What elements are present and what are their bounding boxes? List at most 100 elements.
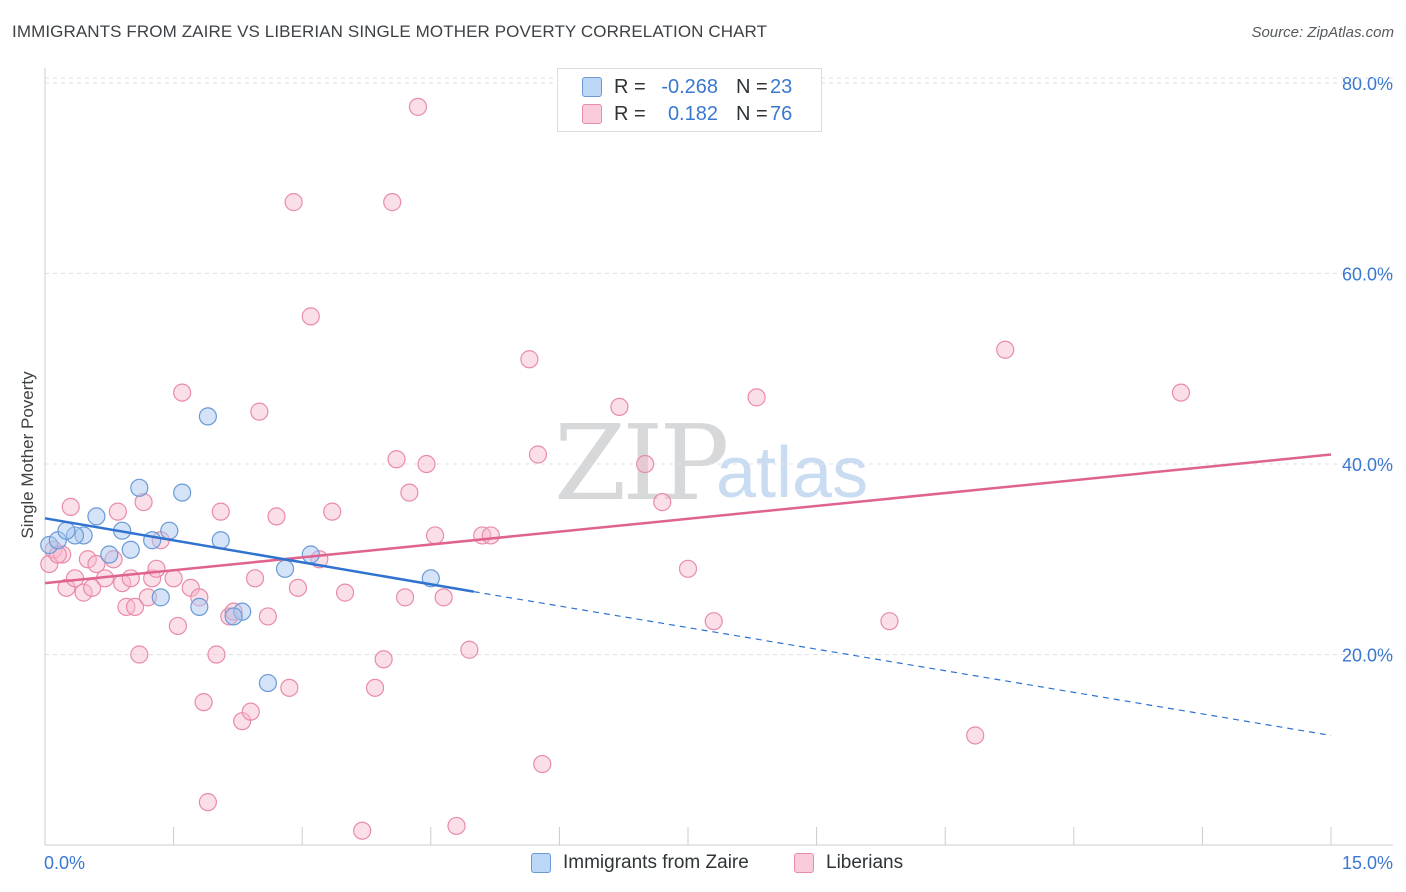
data-point-zaire (100, 545, 119, 564)
legend-swatch-liberians (794, 853, 814, 873)
legend-row-zaire: R = -0.268 N = 23 (582, 75, 792, 99)
data-point-liberians (704, 612, 723, 631)
legend-item-zaire[interactable]: Immigrants from Zaire (531, 852, 749, 874)
data-point-liberians (108, 502, 127, 521)
legend-n-value: 76 (770, 102, 793, 125)
data-point-liberians (74, 583, 93, 602)
legend-swatch-zaire (531, 853, 551, 873)
data-point-liberians (636, 454, 655, 474)
data-point-liberians (1171, 383, 1191, 402)
data-point-liberians (130, 645, 149, 664)
data-point-liberians (168, 616, 187, 636)
data-point-liberians (880, 612, 899, 631)
source-label: Source: ZipAtlas.com (1251, 24, 1394, 41)
data-point-liberians (61, 497, 80, 516)
data-point-zaire (258, 673, 278, 693)
y-tick-label: 20.0% (1342, 646, 1393, 666)
legend-item-liberians[interactable]: Liberians (794, 852, 903, 874)
data-point-liberians (78, 550, 97, 569)
legend-label-liberians: Liberians (826, 852, 904, 873)
chart-title: IMMIGRANTS FROM ZAIRE VS LIBERIAN SINGLE… (12, 22, 768, 41)
data-point-liberians (194, 693, 213, 712)
legend-row-liberians: R = 0.182 N = 76 (582, 102, 792, 126)
data-point-liberians (996, 340, 1015, 359)
data-point-liberians (653, 493, 672, 512)
trendline-zaire (44, 517, 474, 593)
data-point-zaire (57, 521, 76, 540)
y-tick-label: 60.0% (1342, 265, 1393, 285)
data-point-zaire (143, 531, 162, 550)
data-point-zaire (151, 588, 170, 607)
y-axis-label: Single Mother Poverty (18, 371, 37, 539)
data-point-liberians (280, 678, 299, 697)
trendline-zaire-projection (473, 591, 1332, 737)
trendline-liberians (44, 453, 1332, 585)
data-point-liberians (395, 588, 415, 607)
data-point-liberians (323, 502, 342, 521)
data-point-zaire (173, 483, 192, 502)
x-tick-label: 0.0% (44, 853, 85, 873)
data-point-liberians (425, 526, 445, 545)
data-point-zaire (130, 478, 149, 497)
data-point-liberians (245, 569, 265, 588)
data-point-liberians (447, 816, 466, 836)
data-point-liberians (267, 507, 286, 526)
data-point-liberians (241, 702, 260, 721)
data-point-zaire (198, 407, 217, 426)
data-point-liberians (747, 388, 766, 407)
data-point-liberians (528, 445, 548, 464)
data-point-liberians (87, 554, 106, 574)
y-tick-label: 40.0% (1342, 455, 1393, 475)
legend-n-label: N = (736, 102, 768, 125)
data-point-liberians (147, 559, 166, 578)
legend-swatch-zaire (582, 77, 602, 97)
legend-label-zaire: Immigrants from Zaire (563, 852, 749, 873)
data-point-zaire (224, 607, 243, 626)
data-point-liberians (258, 607, 278, 626)
data-point-liberians (121, 569, 140, 588)
data-point-liberians (387, 450, 406, 469)
y-tick-label: 80.0% (1342, 74, 1393, 94)
data-point-liberians (365, 678, 385, 697)
data-point-liberians (143, 569, 162, 588)
data-point-liberians (198, 793, 217, 812)
stats-legend: R = -0.268 N = 23 R = 0.182 N = 76 (557, 68, 822, 132)
data-point-zaire (301, 545, 320, 564)
data-point-liberians (207, 645, 226, 664)
data-point-liberians (288, 578, 308, 597)
data-point-liberians (678, 559, 698, 578)
data-point-liberians (460, 640, 479, 659)
data-point-liberians (284, 193, 303, 212)
legend-r-label: R = (614, 102, 646, 125)
data-point-zaire (121, 540, 140, 559)
series-legend: Immigrants from Zaire Liberians (0, 852, 1406, 878)
data-point-liberians (520, 350, 539, 369)
data-point-liberians (400, 483, 419, 502)
data-point-zaire (190, 597, 209, 616)
legend-r-value: 0.182 (667, 102, 718, 125)
data-point-zaire (160, 521, 179, 540)
x-tick-label: 15.0% (1342, 853, 1393, 873)
data-point-liberians (434, 588, 453, 607)
data-point-liberians (383, 193, 402, 212)
data-point-liberians (481, 526, 500, 545)
data-point-liberians (173, 383, 192, 402)
legend-n-value: 23 (770, 75, 793, 98)
data-point-liberians (335, 583, 355, 602)
legend-r-label: R = (614, 75, 646, 98)
data-point-liberians (301, 307, 320, 326)
data-point-liberians (211, 502, 230, 521)
data-point-liberians (408, 97, 428, 116)
data-point-zaire (87, 507, 106, 526)
legend-swatch-liberians (582, 104, 602, 124)
data-point-liberians (374, 650, 393, 669)
watermark-atlas: atlas (716, 433, 869, 513)
legend-r-value: -0.268 (661, 75, 718, 98)
data-point-liberians (417, 454, 436, 474)
legend-n-label: N = (736, 75, 768, 98)
watermark-zip: ZIP (554, 402, 729, 524)
data-point-liberians (353, 821, 372, 840)
data-point-liberians (250, 402, 269, 421)
data-point-liberians (125, 597, 145, 616)
